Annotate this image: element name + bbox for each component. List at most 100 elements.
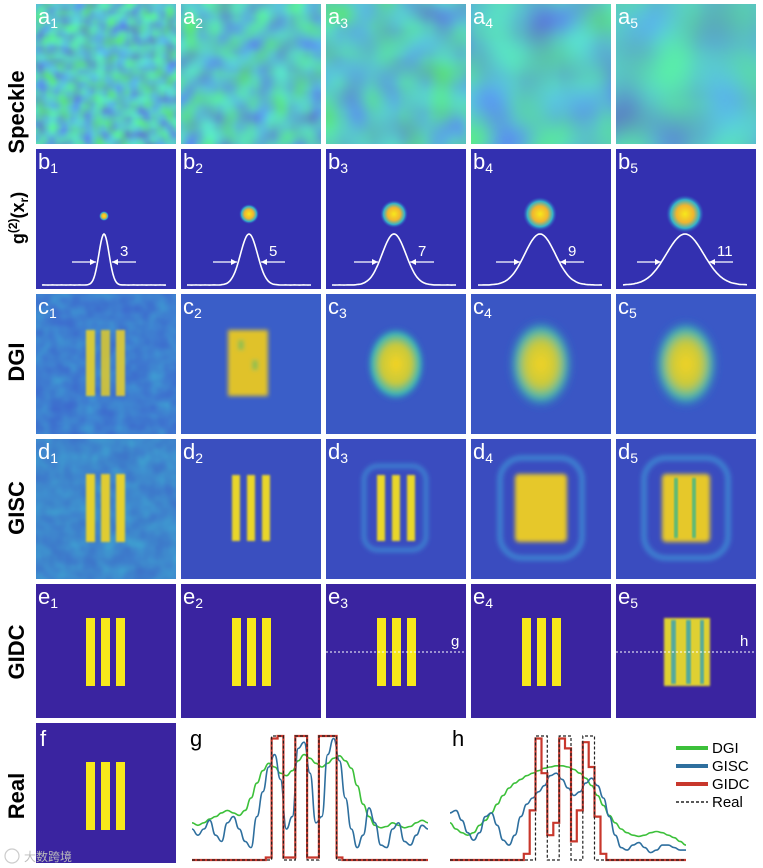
fwhm-curve-2	[186, 233, 311, 286]
row-labels: Speckle g(2)(xr) DGI GISC GIDC Real	[4, 70, 31, 819]
panel-e4	[471, 584, 611, 718]
panel-d1	[36, 439, 176, 579]
panel-letter-sub: 4	[484, 305, 492, 321]
panel-letter-a3: a3	[328, 4, 348, 31]
row-real	[36, 723, 176, 863]
fwhm-arrowhead-left-4	[513, 259, 520, 265]
panel-letter-sub: 3	[340, 595, 348, 611]
row-g2: 3 5 7 9 11	[36, 149, 756, 289]
panel-letter-sub: 4	[485, 450, 493, 466]
panel-letter-b5: b5	[618, 149, 638, 176]
panel-letter-sub: 2	[194, 305, 202, 321]
panel-d3	[326, 439, 466, 579]
panel-a2	[181, 4, 321, 144]
plot-h-lines-series-gisc	[449, 772, 686, 854]
panel-c4	[471, 294, 611, 434]
panel-letter-main: e	[473, 584, 485, 609]
fwhm-arrowhead-right-1	[112, 259, 119, 265]
panel-letter-a4: a4	[473, 4, 493, 31]
panel-e2	[181, 584, 321, 718]
row-label-g2-end: )	[8, 192, 28, 198]
panel-letter-c2: c2	[183, 294, 202, 321]
row-gidc: g h	[36, 584, 756, 718]
panel-letter-sub: 2	[195, 160, 203, 176]
plot-h-lines-series-gidc	[450, 737, 686, 862]
panel-letter-main: d	[473, 439, 485, 464]
panel-d2	[181, 439, 321, 579]
panel-letter-sub: 1	[50, 595, 58, 611]
panel-letter-main: b	[183, 149, 195, 174]
panel-letter-main: b	[473, 149, 485, 174]
panel-letter-main: c	[183, 294, 194, 319]
panel-letter-main: a	[38, 4, 51, 29]
panel-letter-sub: 1	[50, 160, 58, 176]
panel-letter-d4: d4	[473, 439, 493, 466]
panel-letter-sub: 5	[629, 305, 637, 321]
plot-h-lines-series-dgi	[449, 764, 687, 846]
watermark-text: 大数跨境	[24, 849, 72, 864]
row-label-g2-mid: (x	[8, 202, 28, 218]
fwhm-arrowhead-right-3	[410, 259, 417, 265]
panel-letter-e3: e3	[328, 584, 348, 611]
panel-letter-sub: 1	[50, 450, 58, 466]
panel-letter-a5: a5	[618, 4, 638, 31]
watermark: 大数跨境	[4, 848, 72, 864]
legend-label-gisc: GISC	[712, 758, 749, 775]
fwhm-value-5: 11	[717, 243, 733, 260]
panel-letter-main: b	[38, 149, 50, 174]
row-speckle	[36, 4, 756, 144]
panel-letter-sub: 1	[49, 305, 57, 321]
spot-b1	[99, 211, 109, 221]
plot-g-title: g	[190, 726, 202, 751]
spot-b4	[523, 197, 557, 231]
row-label-gisc: GISC	[4, 481, 29, 535]
panel-letter-sub: 3	[340, 450, 348, 466]
panel-c3	[326, 294, 466, 434]
fwhm-value-3: 7	[418, 243, 426, 260]
panel-c5	[616, 294, 756, 434]
panel-letter-d3: d3	[328, 439, 348, 466]
fwhm-arrowhead-left-1	[89, 259, 96, 265]
panel-letter-d2: d2	[183, 439, 203, 466]
panel-letter-main: a	[473, 4, 486, 29]
legend-label-gidc: GIDC	[712, 776, 750, 793]
panel-letter-sub: 5	[630, 595, 638, 611]
panel-letter-main: e	[328, 584, 340, 609]
panel-letter-e4: e4	[473, 584, 493, 611]
line-tag-g: g	[451, 633, 459, 650]
panel-letter-f: f	[40, 726, 47, 751]
panel-a1	[36, 4, 176, 144]
fwhm-arrowhead-right-2	[261, 259, 268, 265]
panel-letter-main: e	[183, 584, 195, 609]
panel-letter-sub: 1	[50, 15, 58, 31]
row-dgi	[36, 294, 756, 434]
panel-e1	[36, 584, 176, 718]
panel-letter-sub: 4	[485, 595, 493, 611]
row-label-g2: g(2)(xr)	[6, 192, 31, 244]
fwhm-profiles: 3 5 7 9 11	[41, 232, 748, 286]
panel-letter-sub: 2	[195, 15, 203, 31]
panel-a4	[471, 4, 611, 144]
panel-letter-c1: c1	[38, 294, 57, 321]
plot-g-lines-series-gisc	[191, 737, 429, 849]
panel-letter-main: c	[328, 294, 339, 319]
panel-letter-a2: a2	[183, 4, 203, 31]
panel-letter-b3: b3	[328, 149, 348, 176]
fwhm-arrowhead-left-5	[654, 259, 661, 265]
panel-letter-main: b	[618, 149, 630, 174]
panel-letter-sub: 3	[339, 305, 347, 321]
panel-d4	[471, 439, 611, 579]
legend-label-real: Real	[712, 794, 743, 811]
panel-letter-e5: e5	[618, 584, 638, 611]
plot-g-lines-series-gidc	[192, 734, 428, 862]
panel-letter-sub: 5	[630, 15, 638, 31]
panel-letter-sub: 5	[630, 160, 638, 176]
panel-letter-sub: 3	[340, 160, 348, 176]
panel-letter-main: c	[38, 294, 49, 319]
row-label-gidc: GIDC	[4, 624, 29, 679]
panel-a3	[326, 4, 466, 144]
row-label-dgi: DGI	[4, 342, 29, 381]
fwhm-arrowhead-right-4	[560, 259, 567, 265]
